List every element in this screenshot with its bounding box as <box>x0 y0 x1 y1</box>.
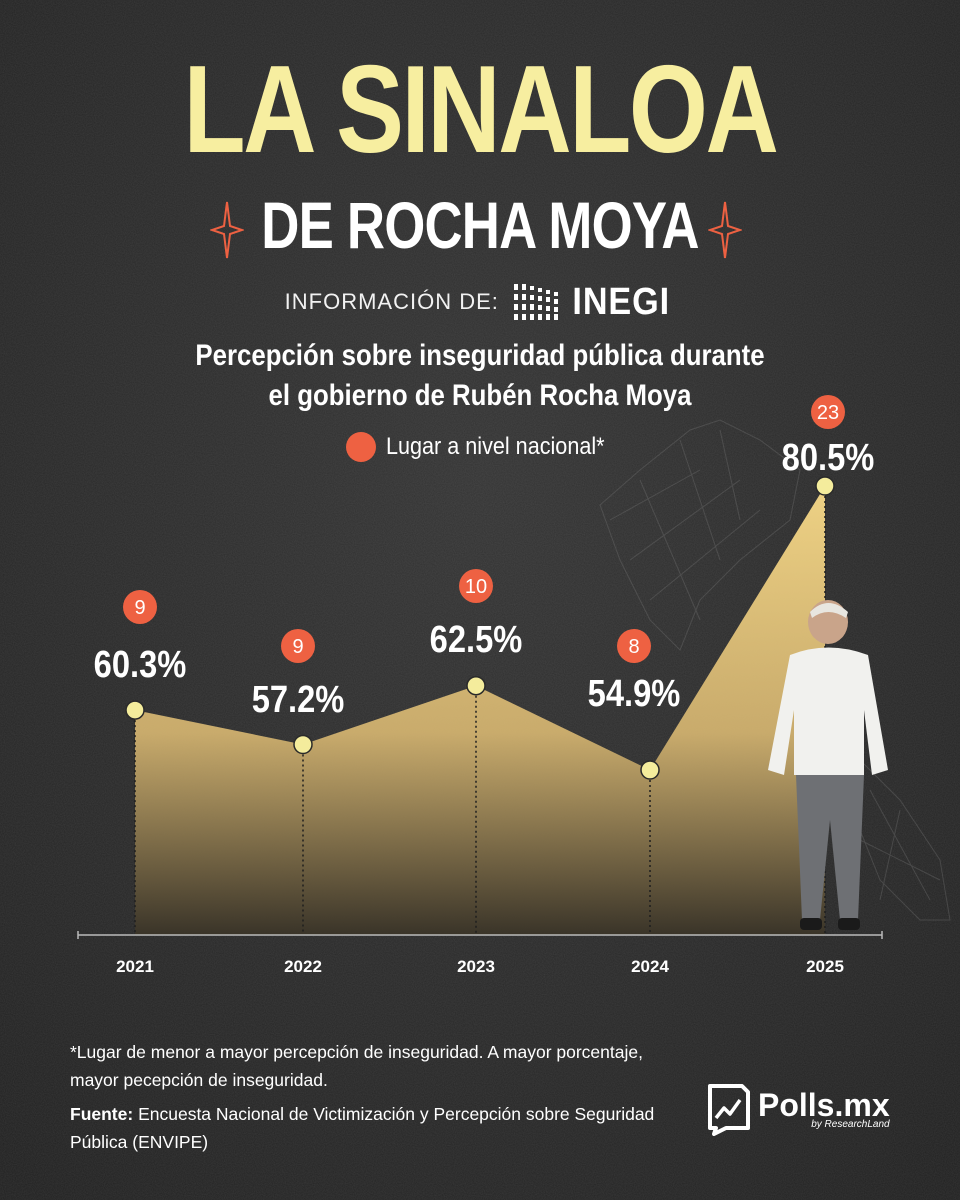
x-tick-label: 2021 <box>116 957 154 976</box>
chart-legend: Lugar a nivel nacional* <box>346 432 629 462</box>
data-point <box>815 476 835 496</box>
source-credit-row: INFORMACIÓN DE: INEGI <box>0 280 960 324</box>
rank-badge <box>123 590 157 624</box>
legend-label: Lugar a nivel nacional* <box>386 433 605 460</box>
value-label: 57.2% <box>252 678 345 721</box>
inegi-dots-icon <box>513 284 558 320</box>
rank-badge <box>459 569 493 603</box>
value-label: 60.3% <box>94 643 187 686</box>
rank-badge-label: 9 <box>292 636 303 658</box>
rank-badge <box>617 629 651 663</box>
governor-figure <box>768 600 888 930</box>
value-label: 80.5% <box>782 436 875 479</box>
chart-document-icon <box>708 1084 750 1136</box>
rank-badge <box>281 629 315 663</box>
rank-badge-label: 8 <box>628 636 639 658</box>
x-tick-label: 2025 <box>806 957 844 976</box>
inegi-wordmark: INEGI <box>572 280 670 323</box>
value-label: 62.5% <box>430 618 523 661</box>
x-tick-label: 2023 <box>457 957 495 976</box>
x-tick-label: 2022 <box>284 957 322 976</box>
footnote: *Lugar de menor a mayor percepción de in… <box>70 1042 643 1090</box>
chart-title: Percepción sobre inseguridad pública dur… <box>67 336 893 416</box>
source-text: Encuesta Nacional de Victimización y Per… <box>70 1104 655 1152</box>
legend-marker <box>346 432 376 462</box>
data-point <box>466 675 486 696</box>
sparkle-right-icon <box>708 201 742 259</box>
source-label: Fuente: <box>70 1104 134 1124</box>
map-silhouette <box>599 419 951 921</box>
rank-badge <box>811 395 845 429</box>
rank-badge-label: 9 <box>134 597 145 619</box>
source-note: Fuente: Encuesta Nacional de Victimizaci… <box>70 1100 660 1156</box>
data-point <box>293 734 313 755</box>
main-title: LA SINALOA <box>183 41 779 179</box>
inegi-logo: INEGI <box>513 281 675 324</box>
rank-badge-label: 10 <box>465 576 487 598</box>
sparkle-left-icon <box>210 201 244 259</box>
x-tick-label: 2024 <box>631 957 669 976</box>
info-label: INFORMACIÓN DE: <box>284 289 499 314</box>
brand-name: Polls.mx <box>758 1086 890 1123</box>
chart-title-line-2: el gobierno de Rubén Rocha Moya <box>268 379 692 412</box>
value-label: 54.9% <box>588 672 681 715</box>
data-point <box>640 760 660 780</box>
rank-badge-label: 23 <box>817 402 839 424</box>
brand-tagline: by ResearchLand <box>811 1118 890 1130</box>
main-subtitle: DE ROCHA MOYA <box>261 188 699 262</box>
data-point <box>125 700 145 720</box>
area-fill <box>135 486 825 935</box>
chart-title-line-1: Percepción sobre inseguridad pública dur… <box>195 339 765 372</box>
brand-logo: Polls.mx by ResearchLand <box>704 1082 890 1136</box>
